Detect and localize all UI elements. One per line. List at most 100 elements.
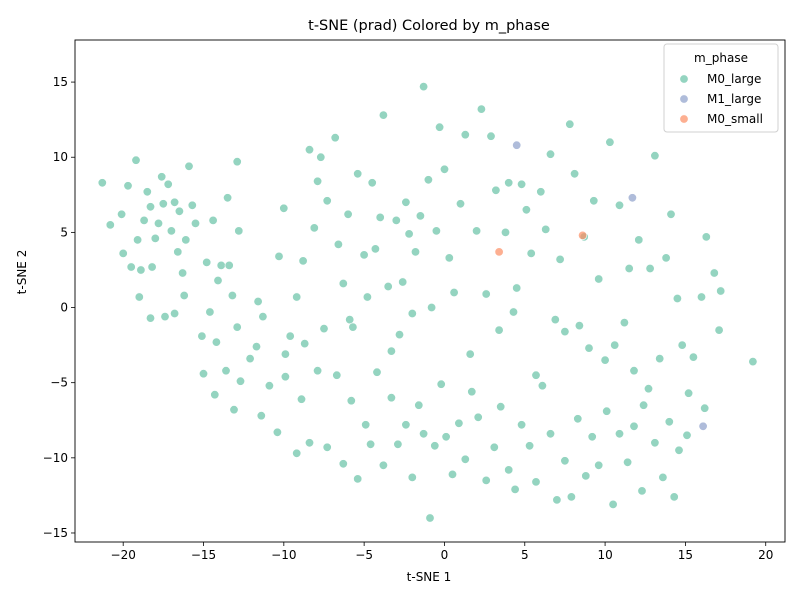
- data-point-m0-large: [252, 342, 262, 352]
- data-point-m0-large: [447, 469, 457, 479]
- data-point-m0-large: [245, 354, 255, 364]
- data-point-m0-large: [650, 438, 660, 448]
- data-point-m0-large: [560, 456, 570, 466]
- data-point-m0-large: [700, 403, 710, 413]
- data-point-m0-large: [634, 235, 644, 245]
- data-point-m0-large: [375, 212, 385, 222]
- data-point-m0-large: [221, 366, 231, 376]
- data-point-m0-large: [504, 465, 514, 475]
- data-point-m0-large: [157, 172, 167, 182]
- data-point-m0-large: [181, 235, 191, 245]
- legend-label-m0-small: M0_small: [707, 112, 763, 126]
- data-point-m0-large: [531, 477, 541, 487]
- data-point-m0-large: [191, 218, 201, 228]
- legend-box: [663, 43, 779, 133]
- data-point-m0-large: [348, 322, 358, 332]
- data-point-m0-large: [460, 454, 470, 464]
- data-point-m0-large: [313, 176, 323, 186]
- data-point-m0-large: [253, 296, 263, 306]
- data-point-m0-large: [362, 292, 372, 302]
- y-tick-label: −5: [50, 376, 68, 390]
- data-point-m0-large: [296, 394, 306, 404]
- data-point-m0-large: [345, 315, 355, 325]
- x-tick-label: 10: [597, 548, 612, 562]
- data-point-m0-large: [550, 315, 560, 325]
- data-point-m0-large: [415, 211, 425, 221]
- x-axis-label: t-SNE 1: [407, 570, 452, 584]
- data-point-m0-large: [234, 226, 244, 236]
- data-point-m0-large: [537, 381, 547, 391]
- x-tick-label: 15: [678, 548, 693, 562]
- data-point-m0-large: [414, 400, 424, 410]
- data-point-m0-large: [454, 418, 464, 428]
- data-point-m0-large: [372, 367, 382, 377]
- data-point-m0-large: [526, 248, 536, 258]
- x-tick-label: 20: [758, 548, 773, 562]
- data-point-m0-large: [473, 412, 483, 422]
- data-point-m0-large: [716, 286, 726, 296]
- data-point-m0-large: [292, 448, 302, 458]
- data-point-m1-large: [698, 421, 708, 431]
- data-point-m0-large: [491, 185, 501, 195]
- data-point-m0-large: [614, 200, 624, 210]
- data-point-m0-large: [322, 196, 332, 206]
- data-point-m0-large: [684, 388, 694, 398]
- data-point-m0-large: [279, 203, 289, 213]
- data-point-m0-large: [223, 193, 233, 203]
- data-point-m0-large: [97, 178, 107, 188]
- data-point-m0-large: [280, 349, 290, 359]
- data-point-m0-large: [677, 340, 687, 350]
- data-point-m0-large: [224, 260, 234, 270]
- data-point-m0-small: [578, 230, 588, 240]
- y-tick-label: 5: [60, 225, 68, 239]
- data-point-m0-large: [197, 331, 207, 341]
- data-point-m0-large: [202, 257, 212, 267]
- data-point-m0-large: [525, 441, 535, 451]
- data-point-m0-large: [441, 432, 451, 442]
- data-point-m0-large: [166, 226, 176, 236]
- data-point-m0-large: [353, 169, 363, 179]
- x-tick-label: 5: [521, 548, 529, 562]
- plot-area: [97, 82, 758, 523]
- data-point-m0-large: [386, 346, 396, 356]
- data-point-m0-large: [105, 220, 115, 230]
- data-point-m0-large: [210, 390, 220, 400]
- data-point-m0-large: [134, 292, 144, 302]
- data-point-m0-large: [346, 396, 356, 406]
- data-point-m0-large: [581, 471, 591, 481]
- data-point-m0-large: [460, 130, 470, 140]
- data-point-m0-large: [178, 268, 188, 278]
- data-point-m0-large: [565, 119, 575, 129]
- data-point-m0-large: [133, 235, 143, 245]
- data-point-m0-large: [481, 475, 491, 485]
- legend-marker-m0-large: [679, 74, 689, 84]
- data-point-m0-large: [489, 442, 499, 452]
- axis-ticks: −20 −15 −10 −5 0 5 10 15 20 −15 −10 −5 0 5 10 15: [43, 75, 774, 562]
- data-point-m0-large: [629, 421, 639, 431]
- data-point-m0-large: [184, 161, 194, 171]
- data-point-m0-large: [361, 420, 371, 430]
- data-point-m0-large: [536, 187, 546, 197]
- data-point-m0-large: [637, 486, 647, 496]
- data-point-m0-large: [682, 430, 692, 440]
- data-point-m0-large: [404, 229, 414, 239]
- legend-marker-m1-large: [679, 94, 689, 104]
- data-point-m0-large: [645, 263, 655, 273]
- data-point-m0-large: [419, 429, 429, 439]
- data-point-m0-large: [541, 224, 551, 234]
- data-point-m0-large: [486, 131, 496, 141]
- data-point-m0-large: [211, 337, 221, 347]
- data-point-m0-large: [436, 379, 446, 389]
- data-point-m1-large: [512, 140, 522, 150]
- data-point-m0-large: [170, 197, 180, 207]
- data-point-m0-large: [229, 405, 239, 415]
- data-point-m0-large: [410, 247, 420, 257]
- data-point-m0-large: [401, 420, 411, 430]
- data-point-m0-large: [272, 427, 282, 437]
- data-point-m0-large: [304, 145, 314, 155]
- y-axis-label: t-SNE 2: [15, 250, 29, 295]
- x-tick-label: −15: [191, 548, 216, 562]
- data-point-m0-large: [521, 205, 531, 215]
- data-point-m0-large: [701, 232, 711, 242]
